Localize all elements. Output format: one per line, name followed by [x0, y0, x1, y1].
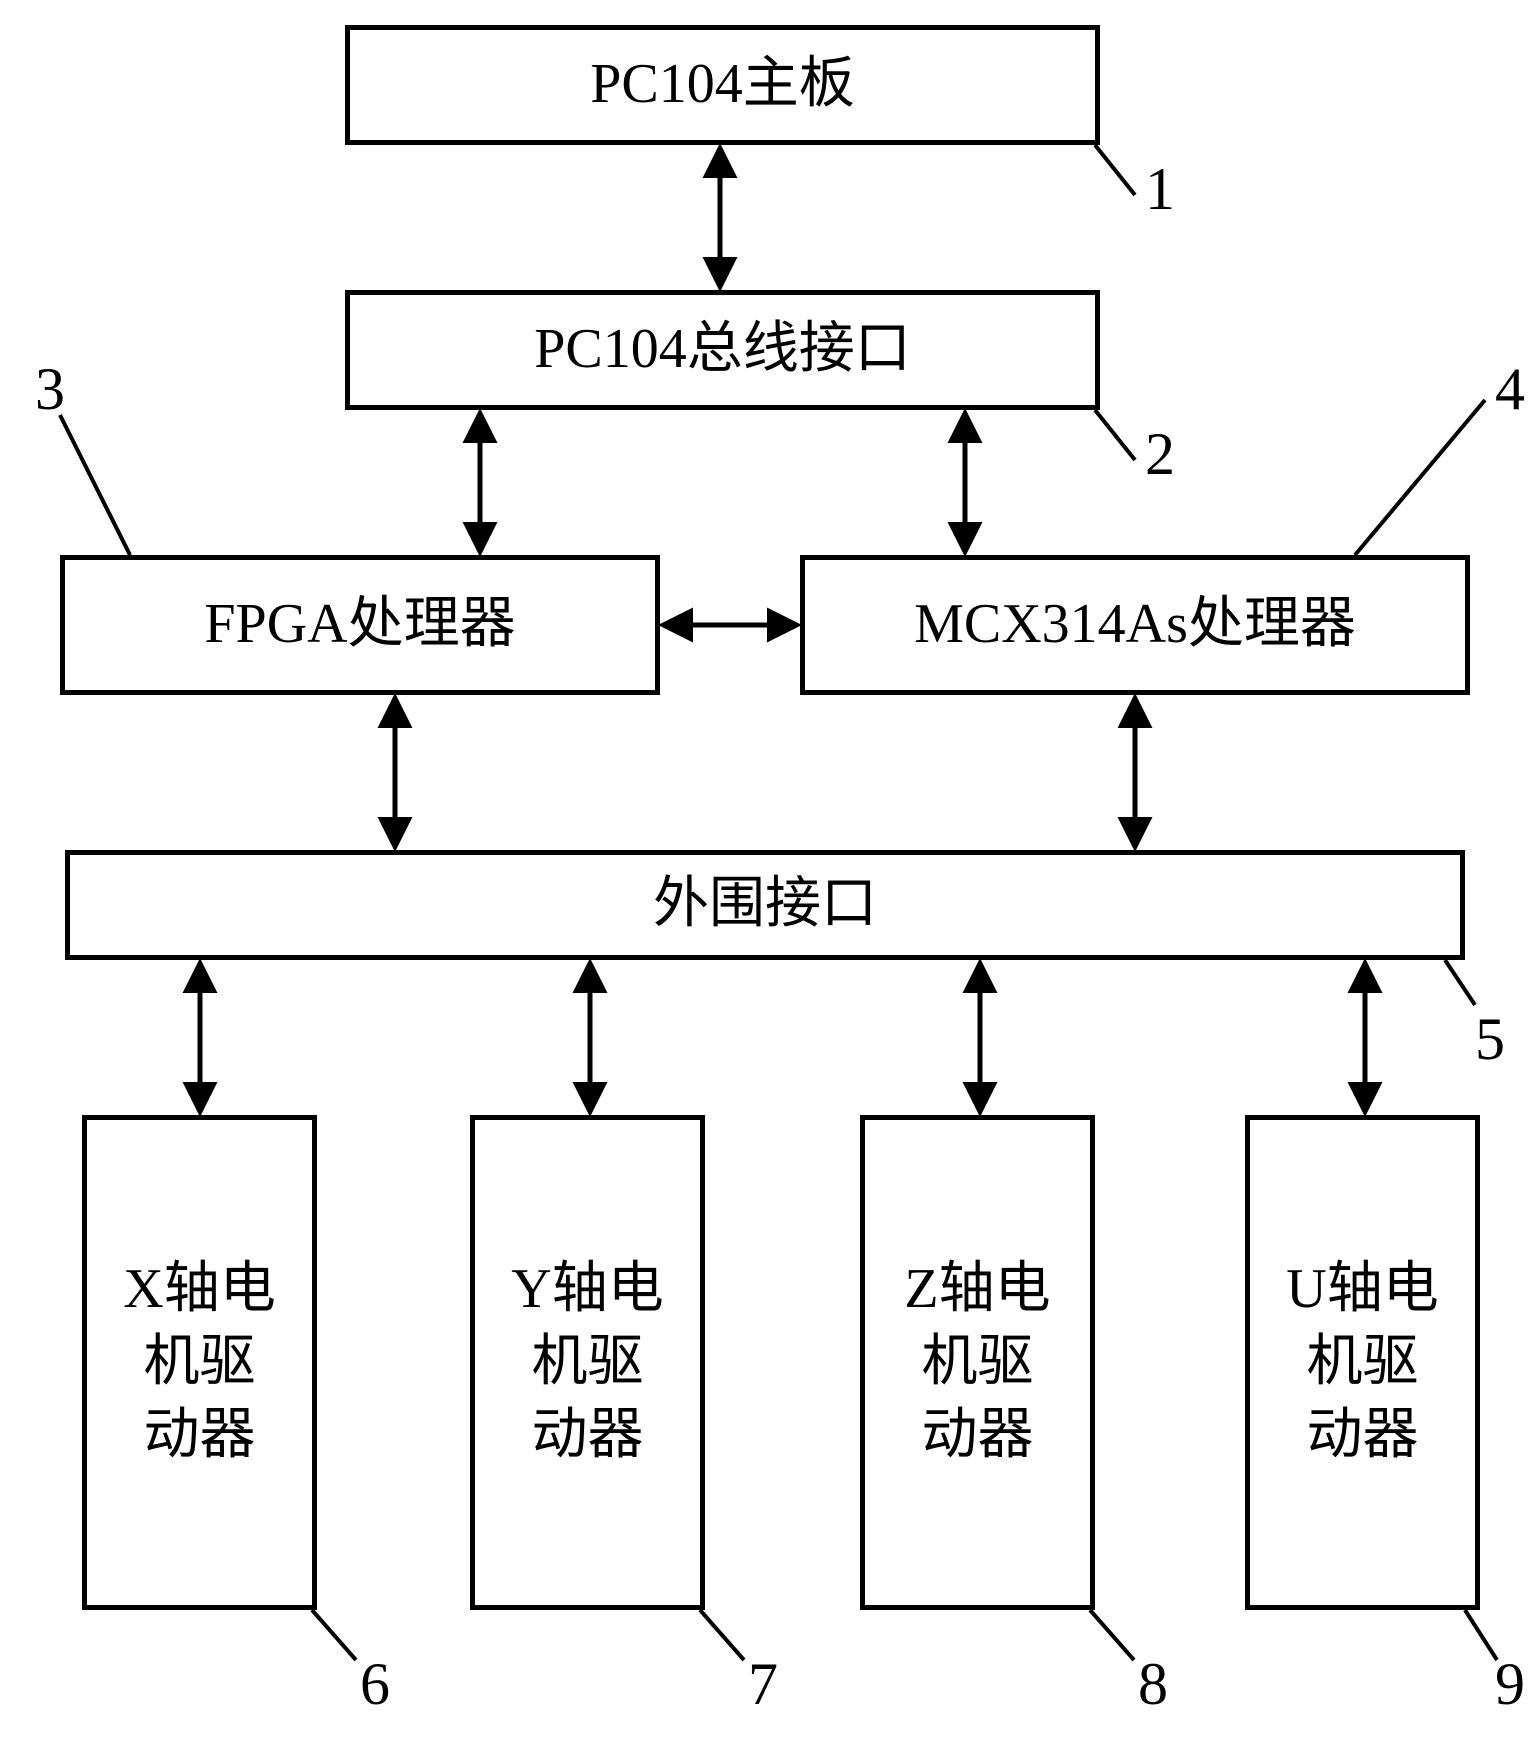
node-label: U轴电机驱动器 — [1286, 1253, 1438, 1471]
ref-number-6: 6 — [360, 1650, 390, 1719]
node-label: MCX314As处理器 — [914, 591, 1356, 658]
ref-number-8: 8 — [1138, 1650, 1168, 1719]
ref-number-4: 4 — [1495, 355, 1525, 424]
node-pc104-bus-interface: PC104总线接口 — [345, 290, 1100, 410]
node-label: Y轴电机驱动器 — [511, 1253, 663, 1471]
node-pc104-mainboard: PC104主板 — [345, 25, 1100, 145]
node-x-axis-driver: X轴电机驱动器 — [82, 1115, 317, 1610]
ref-number-5: 5 — [1475, 1005, 1505, 1074]
node-mcx314as-processor: MCX314As处理器 — [800, 555, 1470, 695]
node-label: PC104总线接口 — [534, 316, 911, 383]
node-label: Z轴电机驱动器 — [904, 1253, 1050, 1471]
ref-number-3: 3 — [35, 355, 65, 424]
ref-number-2: 2 — [1145, 420, 1175, 489]
node-y-axis-driver: Y轴电机驱动器 — [470, 1115, 705, 1610]
node-label: FPGA处理器 — [204, 591, 515, 658]
node-label: PC104主板 — [590, 51, 855, 118]
ref-number-7: 7 — [748, 1650, 778, 1719]
node-z-axis-driver: Z轴电机驱动器 — [860, 1115, 1095, 1610]
node-label: X轴电机驱动器 — [123, 1253, 275, 1471]
ref-number-9: 9 — [1495, 1650, 1525, 1719]
ref-number-1: 1 — [1145, 155, 1175, 224]
node-u-axis-driver: U轴电机驱动器 — [1245, 1115, 1480, 1610]
node-fpga-processor: FPGA处理器 — [60, 555, 660, 695]
node-label: 外围接口 — [653, 871, 877, 938]
node-peripheral-interface: 外围接口 — [65, 850, 1465, 960]
